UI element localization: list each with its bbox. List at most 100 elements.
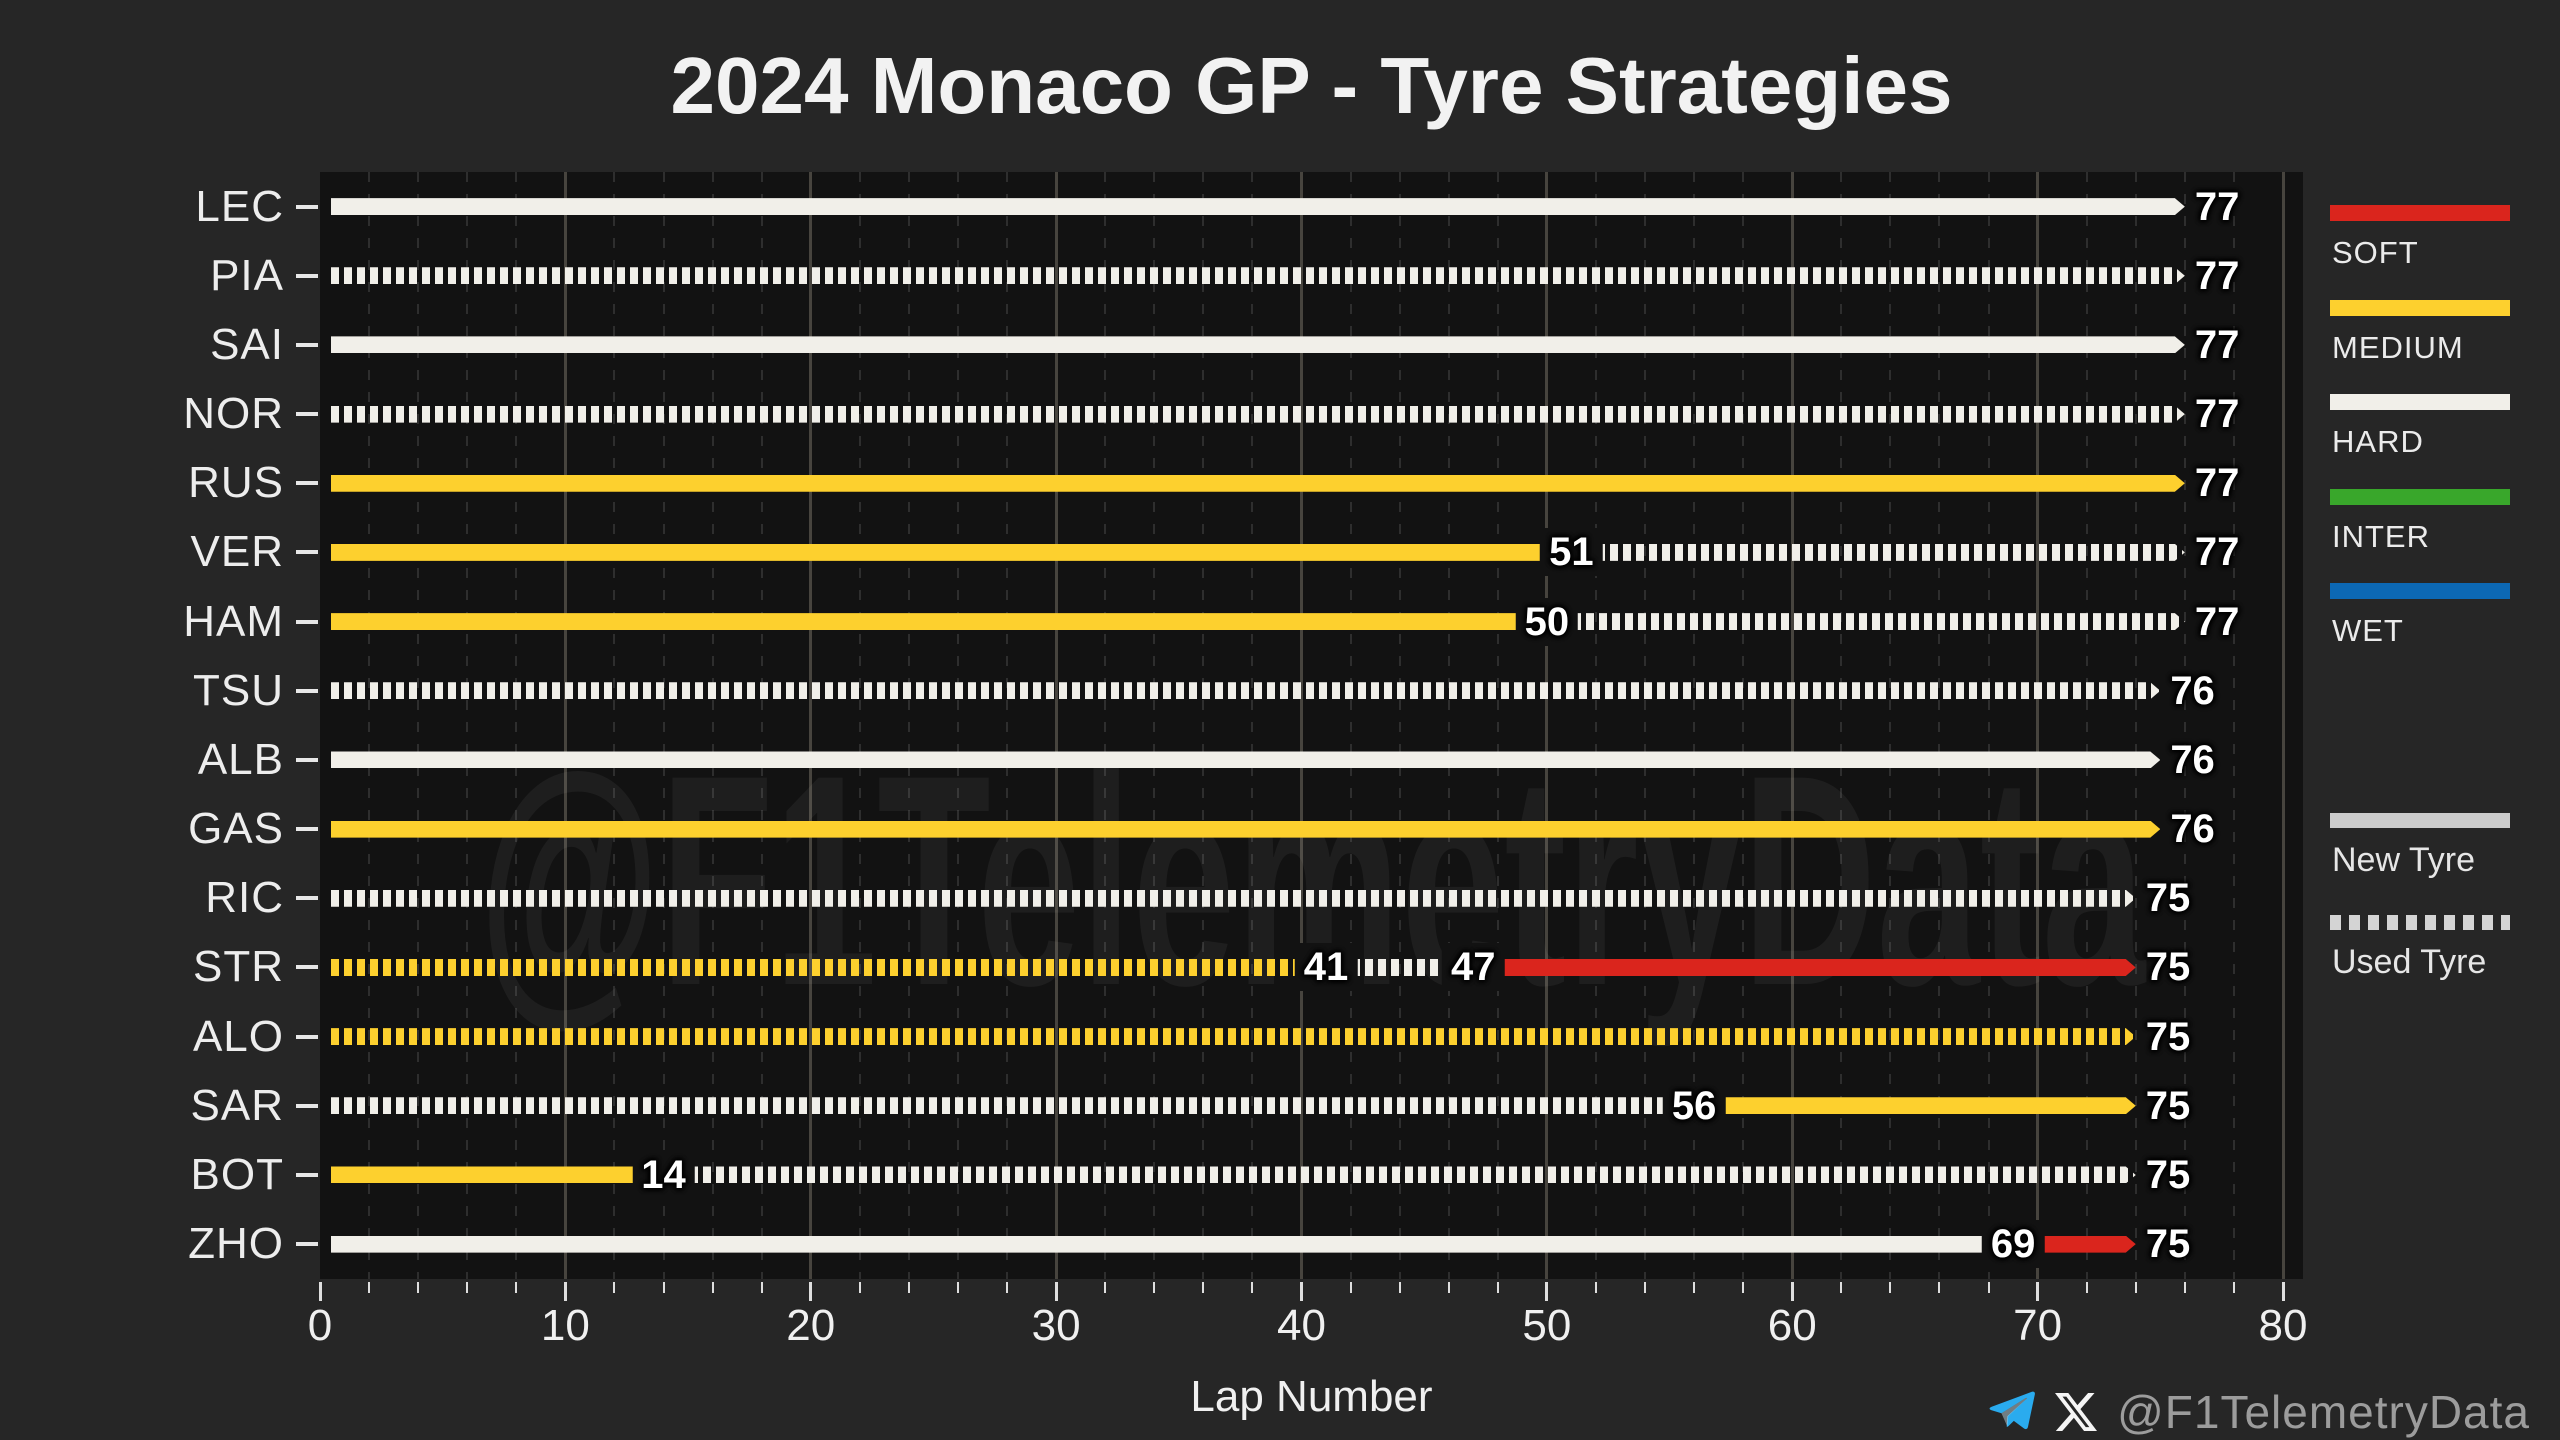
gridline-minor: [466, 172, 469, 1279]
x-tick-major: [2036, 1282, 2040, 1301]
x-tick-major: [1300, 1282, 1303, 1301]
legend-label-soft: SOFT: [2332, 235, 2419, 270]
driver-label-ric: RIC: [205, 873, 284, 923]
y-tick: [296, 896, 318, 901]
gridline-minor: [1693, 172, 1696, 1279]
x-tick-label: 70: [2013, 1301, 2063, 1350]
gridline-minor: [1006, 172, 1009, 1279]
y-tick: [296, 1242, 318, 1247]
y-tick: [296, 342, 318, 347]
driver-label-nor: NOR: [183, 389, 284, 439]
x-tick-minor: [956, 1282, 959, 1293]
x-tick-minor: [1644, 1282, 1647, 1293]
x-tick-minor: [1987, 1282, 1990, 1293]
stint-bar: [331, 682, 2160, 699]
gridline-minor: [368, 172, 371, 1279]
stint-bar: [331, 751, 2160, 768]
stint-bar: [331, 1166, 664, 1183]
y-tick: [296, 273, 318, 278]
gridline-major: [2281, 172, 2285, 1279]
x-tick-major: [1545, 1282, 1549, 1301]
y-tick: [296, 412, 318, 417]
x-tick-minor: [662, 1282, 665, 1293]
pit-lap-label: 41: [1294, 943, 1358, 992]
stint-bar: [1473, 959, 2136, 976]
stint-bar: [1694, 1097, 2136, 1114]
legend-swatch-medium: [2330, 299, 2510, 316]
gridline-minor: [711, 172, 714, 1279]
x-tick-minor: [711, 1282, 714, 1293]
gridline-minor: [858, 172, 861, 1279]
total-laps-label: 76: [2170, 737, 2215, 782]
gridline-minor: [956, 172, 959, 1279]
gridline-minor: [1398, 172, 1401, 1279]
gridline-minor: [1447, 172, 1450, 1279]
total-laps-label: 77: [2194, 461, 2240, 506]
gridline-major: [1300, 172, 1303, 1279]
x-tick-major: [2281, 1282, 2285, 1301]
gridline-minor: [1742, 172, 1745, 1279]
gridline-major: [2036, 172, 2040, 1279]
stint-bar: [331, 198, 2185, 215]
gridline-minor: [1987, 172, 1990, 1279]
x-tick-minor: [613, 1282, 616, 1293]
x-tick-minor: [1447, 1282, 1450, 1293]
stint-bar: [331, 544, 1571, 561]
stint-bar: [331, 890, 2136, 907]
gridline-minor: [1202, 172, 1205, 1279]
gridline-minor: [1153, 172, 1156, 1279]
x-tick-minor: [2085, 1282, 2088, 1293]
legend-swatch-hard: [2330, 394, 2510, 410]
driver-label-tsu: TSU: [193, 665, 284, 715]
x-tick-label: 40: [1277, 1301, 1326, 1350]
gridline-minor: [1840, 172, 1843, 1279]
gridline-minor: [417, 172, 420, 1279]
driver-label-ham: HAM: [183, 596, 284, 646]
gridline-minor: [1938, 172, 1941, 1279]
x-tick-major: [809, 1282, 813, 1301]
x-tick-major: [1054, 1282, 1058, 1301]
stint-bar: [1571, 544, 2184, 561]
stint-bar: [331, 613, 1547, 630]
gridline-minor: [1889, 172, 1892, 1279]
x-tick-minor: [2183, 1282, 2186, 1293]
total-laps-label: 77: [2194, 530, 2240, 575]
total-laps-label: 77: [2194, 392, 2240, 437]
x-tick-minor: [858, 1282, 861, 1293]
driver-label-zho: ZHO: [188, 1219, 284, 1269]
y-tick: [296, 757, 318, 762]
driver-label-bot: BOT: [190, 1149, 284, 1199]
x-tick-major: [318, 1282, 322, 1301]
stint-bar: [664, 1166, 2136, 1183]
legend-swatch-inter: [2330, 488, 2510, 505]
pit-lap-label: 14: [632, 1150, 695, 1199]
stint-bar: [331, 1236, 2013, 1253]
stint-bar: [331, 1097, 1694, 1114]
gridline-minor: [613, 172, 616, 1279]
gridline-major: [1545, 172, 1549, 1279]
gridline-major: [1790, 172, 1794, 1279]
x-tick-minor: [760, 1282, 763, 1293]
x-tick-label: 80: [2258, 1301, 2308, 1350]
gridline-major: [563, 172, 567, 1279]
total-laps-label: 76: [2170, 668, 2215, 713]
x-tick-minor: [1251, 1282, 1254, 1293]
x-tick-minor: [1104, 1282, 1107, 1293]
y-tick: [296, 1034, 318, 1039]
legend-label-medium: MEDIUM: [2332, 329, 2464, 365]
x-tick-minor: [2232, 1282, 2235, 1293]
x-tick-minor: [1742, 1282, 1745, 1293]
pit-lap-label: 56: [1662, 1081, 1726, 1130]
social-footer: @F1TelemetryData: [1987, 1386, 2530, 1438]
legend-label-new-tyre: New Tyre: [2332, 841, 2475, 879]
legend-label-used-tyre: Used Tyre: [2332, 943, 2487, 981]
gridline-major: [809, 172, 813, 1279]
total-laps-label: 75: [2145, 1222, 2191, 1267]
x-tick-minor: [1693, 1282, 1696, 1293]
gridline-minor: [1594, 172, 1597, 1279]
y-tick: [296, 1172, 318, 1177]
x-twitter-icon: [2055, 1391, 2098, 1433]
y-tick: [296, 619, 318, 624]
total-laps-label: 77: [2194, 253, 2240, 298]
gridline-minor: [2232, 172, 2235, 1279]
